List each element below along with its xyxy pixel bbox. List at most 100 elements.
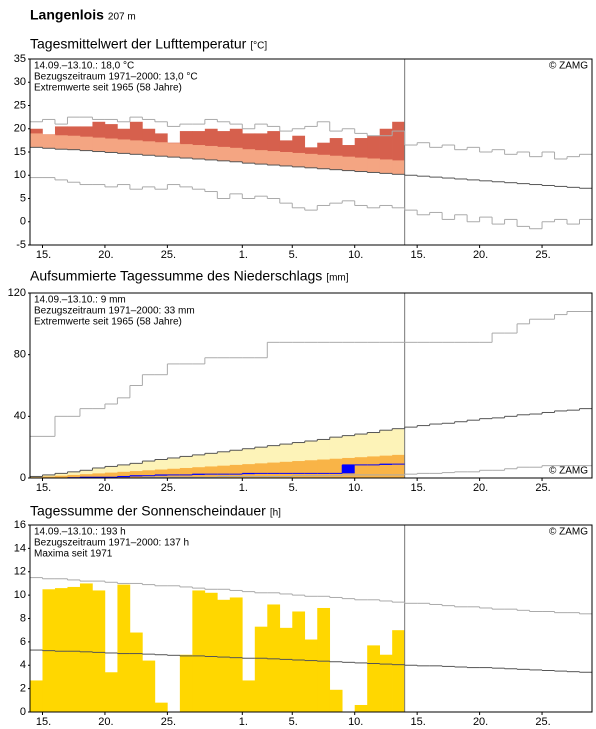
bar (217, 146, 231, 161)
bar (254, 626, 268, 712)
bar (54, 475, 68, 478)
bar (304, 153, 318, 168)
y-tick-label: -5 (16, 239, 26, 251)
y-tick-label: 25 (14, 99, 26, 111)
bar (317, 607, 331, 712)
bar (204, 592, 218, 712)
bar (279, 461, 293, 478)
x-tick-label: 15. (36, 249, 51, 261)
info-text: 14.09.–13.10.: 193 h (34, 527, 126, 538)
x-tick-label: 25. (161, 716, 176, 728)
bar (30, 680, 43, 712)
bar (117, 471, 131, 478)
bar (367, 645, 380, 712)
bar (242, 464, 256, 478)
bar (67, 586, 81, 712)
x-tick-label: 25. (161, 249, 176, 261)
y-tick-label: 0 (20, 216, 26, 228)
x-tick-label: 25. (535, 249, 550, 261)
x-tick-label: 15. (36, 482, 51, 494)
y-tick-label: 5 (20, 192, 26, 204)
x-tick-label: 25. (161, 482, 176, 494)
bar (67, 135, 81, 150)
y-tick-label: 120 (8, 287, 26, 299)
x-tick-label: 15. (411, 482, 426, 494)
y-tick-label: 2 (20, 683, 26, 695)
bar (392, 630, 405, 712)
bar (354, 704, 368, 712)
bar (92, 590, 106, 712)
plot-frame (29, 58, 593, 246)
station-name: Langenlois (30, 7, 104, 23)
bar (329, 689, 343, 712)
bar (267, 462, 281, 478)
x-tick-label: 20. (473, 482, 488, 494)
bar (92, 137, 106, 152)
x-tick-label: 20. (98, 482, 113, 494)
y-tick-label: 0 (20, 706, 26, 718)
bar (229, 147, 243, 162)
x-tick-label: 5. (289, 249, 298, 261)
x-tick-label: 1. (239, 249, 248, 261)
info-text: Bezugszeitraum 1971–2000: 137 h (34, 538, 189, 549)
chart-unit: [°C] (250, 41, 267, 52)
x-tick-label: 10. (348, 716, 363, 728)
x-tick-label: 10. (348, 482, 363, 494)
bar (329, 458, 343, 478)
bar (54, 588, 68, 712)
bar (79, 136, 93, 151)
bar (129, 140, 143, 155)
bar (129, 632, 143, 712)
info-text: 14.09.–13.10.: 18,0 °C (34, 61, 134, 72)
y-tick-label: 80 (14, 349, 26, 361)
bar (242, 680, 256, 712)
bar (354, 457, 368, 478)
bar (392, 160, 405, 175)
bar (292, 152, 306, 167)
bar (392, 454, 405, 478)
bar (217, 465, 231, 478)
x-tick-label: 5. (289, 716, 298, 728)
y-tick-label: 4 (20, 659, 26, 671)
bar (342, 156, 356, 171)
bar (292, 611, 306, 712)
y-tick-label: 30 (14, 76, 26, 88)
bar (217, 599, 231, 712)
bar (142, 470, 156, 478)
y-tick-label: 10 (14, 589, 26, 601)
y-tick-label: 8 (20, 612, 26, 624)
bar (117, 139, 131, 154)
bar (379, 654, 393, 712)
bar (242, 149, 256, 164)
x-tick-label: 20. (473, 716, 488, 728)
info-text: Extremwerte seit 1965 (58 Jahre) (34, 317, 182, 328)
y-tick-label: 10 (14, 169, 26, 181)
x-tick-label: 25. (535, 716, 550, 728)
bar (167, 143, 181, 158)
bar (142, 141, 156, 156)
y-tick-label: 16 (14, 519, 26, 531)
y-tick-label: 20 (14, 123, 26, 135)
info-text: Bezugszeitraum 1971–2000: 13,0 °C (34, 72, 198, 83)
bar (204, 145, 218, 160)
x-tick-label: 5. (289, 482, 298, 494)
bar (117, 584, 131, 712)
bar (204, 466, 218, 478)
bar (42, 476, 56, 478)
bar (104, 472, 118, 478)
bar (267, 604, 281, 712)
bar (42, 474, 56, 478)
bar (192, 590, 206, 712)
bar (142, 660, 156, 712)
bar (54, 135, 68, 150)
bar (192, 467, 206, 478)
y-tick-label: 40 (14, 410, 26, 422)
x-tick-label: 1. (239, 716, 248, 728)
bar (67, 474, 81, 478)
info-text: 14.09.–13.10.: 9 mm (34, 295, 126, 306)
bar (30, 133, 43, 148)
altitude: 207 m (108, 12, 136, 23)
bar (379, 455, 393, 478)
bar (179, 144, 193, 159)
